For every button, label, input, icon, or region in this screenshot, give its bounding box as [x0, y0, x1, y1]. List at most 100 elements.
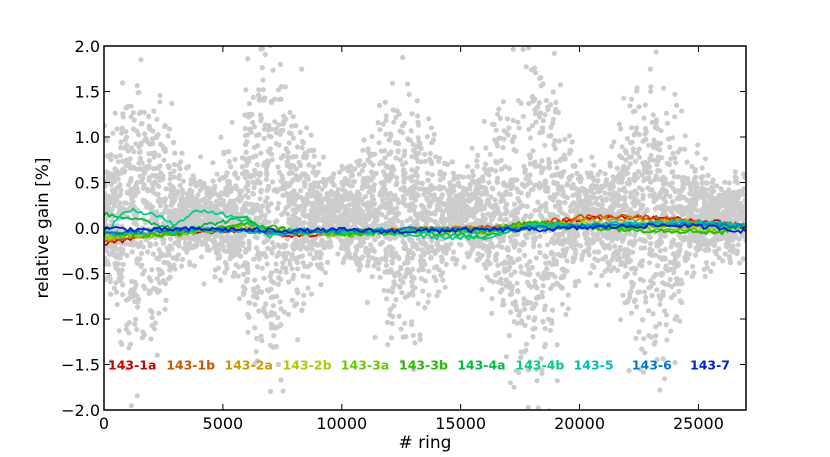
scatter-point — [251, 361, 258, 367]
scatter-point — [119, 274, 125, 280]
scatter-point — [414, 98, 420, 104]
scatter-point — [397, 157, 403, 163]
scatter-point — [262, 310, 268, 316]
scatter-point — [424, 134, 430, 140]
scatter-point — [543, 200, 549, 207]
scatter-point — [539, 125, 546, 131]
scatter-point — [550, 116, 557, 122]
scatter-point — [273, 126, 279, 132]
scatter-point — [504, 201, 510, 207]
scatter-point — [395, 148, 401, 154]
scatter-point — [648, 334, 654, 340]
scatter-point — [724, 205, 730, 211]
scatter-point — [523, 341, 530, 347]
scatter-point — [496, 270, 502, 276]
scatter-point — [373, 170, 379, 176]
scatter-point — [280, 264, 286, 271]
scatter-point — [638, 202, 644, 208]
scatter-point — [428, 255, 434, 261]
scatter-point — [555, 186, 562, 192]
scatter-point — [642, 238, 648, 244]
scatter-point — [120, 114, 126, 120]
scatter-point — [705, 207, 711, 213]
scatter-point — [104, 207, 110, 213]
scatter-point — [515, 97, 522, 103]
scatter-point — [552, 239, 558, 245]
scatter-point — [308, 261, 314, 267]
scatter-point — [558, 174, 564, 180]
scatter-point — [713, 251, 719, 257]
scatter-point — [687, 183, 694, 189]
scatter-point — [376, 102, 383, 108]
scatter-point — [134, 326, 140, 332]
scatter-point — [632, 239, 638, 245]
scatter-point — [162, 207, 168, 213]
scatter-point — [627, 257, 634, 264]
scatter-point — [291, 222, 297, 228]
scatter-point — [542, 325, 548, 332]
scatter-point — [352, 251, 358, 257]
scatter-point — [648, 152, 654, 159]
scatter-point — [325, 214, 331, 220]
scatter-point — [129, 249, 135, 255]
scatter-point — [295, 290, 301, 296]
scatter-point — [454, 257, 460, 263]
scatter-point — [361, 137, 367, 143]
scatter-point — [464, 163, 471, 169]
scatter-point — [620, 292, 626, 298]
scatter-point — [500, 145, 506, 151]
scatter-point — [140, 271, 146, 277]
scatter-point — [123, 105, 129, 111]
scatter-point — [189, 188, 195, 194]
scatter-point — [530, 98, 536, 104]
scatter-point — [629, 96, 635, 102]
scatter-point — [111, 285, 117, 291]
scatter-point — [628, 310, 635, 316]
scatter-point — [264, 237, 270, 243]
scatter-point — [154, 352, 160, 358]
scatter-point — [540, 129, 546, 135]
scatter-point — [383, 246, 389, 253]
scatter-point — [104, 244, 109, 250]
scatter-point — [256, 131, 262, 138]
scatter-point — [327, 239, 333, 245]
scatter-point — [210, 160, 216, 166]
scatter-point — [637, 366, 643, 372]
scatter-point — [718, 186, 724, 192]
scatter-point — [395, 254, 401, 260]
scatter-point — [546, 408, 552, 410]
scatter-point — [476, 243, 482, 249]
scatter-point — [337, 169, 343, 175]
scatter-point — [629, 125, 635, 131]
scatter-point — [704, 265, 710, 271]
scatter-point — [650, 112, 656, 118]
scatter-point — [640, 192, 646, 198]
scatter-point — [198, 254, 205, 260]
scatter-point — [612, 243, 618, 249]
scatter-point — [250, 119, 256, 126]
scatter-point — [108, 171, 114, 177]
scatter-point — [221, 149, 227, 155]
scatter-point — [520, 239, 527, 245]
scatter-point — [151, 108, 157, 114]
scatter-point — [299, 253, 305, 259]
scatter-point — [729, 232, 735, 238]
scatter-point — [671, 292, 677, 298]
scatter-point — [545, 188, 551, 194]
scatter-point — [672, 281, 679, 287]
scatter-point — [440, 215, 446, 221]
scatter-point — [134, 260, 140, 266]
scatter-point — [120, 80, 126, 86]
scatter-point — [340, 166, 346, 172]
scatter-point — [503, 283, 509, 289]
scatter-point — [595, 178, 601, 184]
scatter-point — [380, 204, 386, 210]
scatter-point — [179, 150, 185, 156]
scatter-point — [369, 274, 375, 280]
scatter-point — [716, 255, 722, 261]
scatter-point — [620, 165, 626, 171]
scatter-point — [542, 179, 549, 185]
scatter-point — [479, 286, 485, 293]
scatter-point — [535, 294, 542, 300]
scatter-point — [322, 270, 328, 276]
